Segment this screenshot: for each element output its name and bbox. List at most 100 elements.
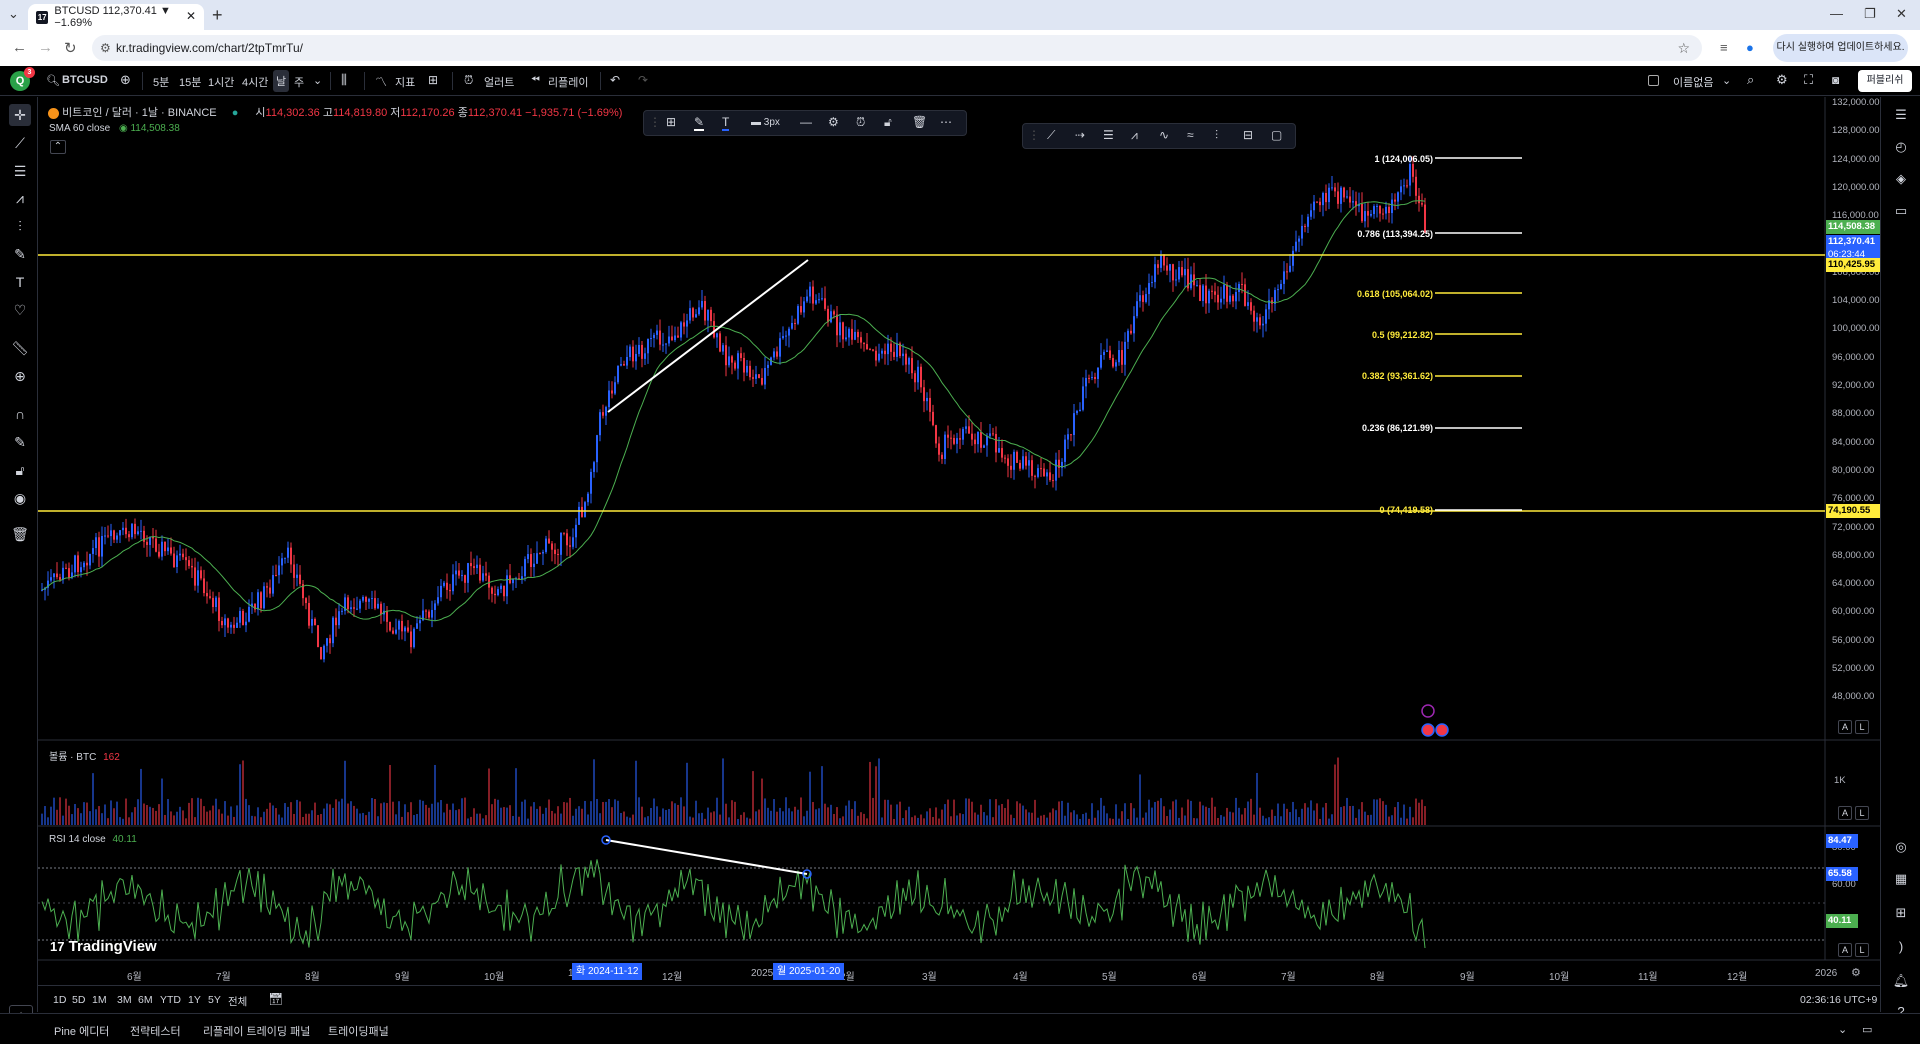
line-width-button[interactable]: ▬ 3px xyxy=(751,117,780,128)
interval-1d-active[interactable]: 날 xyxy=(273,70,290,92)
collapse-panel-icon[interactable]: ⌄ xyxy=(1838,1024,1848,1036)
publish-button[interactable]: 퍼블리쉬 xyxy=(1858,70,1912,92)
alert-icon[interactable]: ⏰︎ xyxy=(464,73,474,87)
drag-handle-icon[interactable]: ⋮ xyxy=(1028,128,1040,142)
redo-icon[interactable]: ↷ xyxy=(638,73,649,87)
rsi-legend[interactable]: RSI 14 close 40.11 xyxy=(49,834,137,845)
new-tab-button[interactable]: + xyxy=(212,5,223,25)
rsi-auto-scale-button[interactable]: A xyxy=(1838,943,1852,957)
stream-icon[interactable]: ) xyxy=(1898,939,1904,954)
hide-drawings-icon[interactable]: ◉ xyxy=(13,490,27,506)
interval-1h[interactable]: 1시간 xyxy=(208,77,235,89)
range-button[interactable]: 전체 xyxy=(228,996,248,1008)
settings-gear-icon[interactable]: ⚙ xyxy=(1776,72,1788,87)
media-icon[interactable]: ≡ xyxy=(1720,40,1728,55)
trend-line-tool-icon[interactable]: ⟋ xyxy=(1047,128,1056,142)
url-input[interactable]: ⚙ kr.tradingview.com/chart/2tpTmrTu/ ☆ xyxy=(92,35,1702,61)
alert-button[interactable]: 얼러트 xyxy=(484,77,515,89)
volume-log-scale-button[interactable]: L xyxy=(1855,806,1869,820)
trash-icon[interactable]: 🗑︎ xyxy=(912,115,928,129)
gann-tool-icon[interactable]: ⊟ xyxy=(1243,128,1254,142)
notifications-icon[interactable]: 🔔︎ xyxy=(1892,973,1910,988)
back-icon[interactable]: ← xyxy=(12,39,27,56)
lock-all-icon[interactable]: 🔓︎ xyxy=(15,462,25,478)
symbol-search-icon[interactable]: 🔍︎ xyxy=(46,75,60,87)
close-window-icon[interactable]: ✕ xyxy=(1896,6,1907,21)
range-button[interactable]: 5Y xyxy=(208,994,221,1006)
line-color-icon[interactable]: ✎ xyxy=(694,115,705,131)
range-button[interactable]: 1D xyxy=(53,994,67,1006)
time-axis-settings-icon[interactable]: ⚙ xyxy=(1851,967,1861,979)
quick-search-icon[interactable]: ⌕ xyxy=(1747,72,1755,87)
interval-4h[interactable]: 4시간 xyxy=(242,77,269,89)
fib-tool-icon[interactable]: ⫶ xyxy=(1215,128,1219,142)
pattern-tool-icon[interactable]: ⩘ xyxy=(1131,128,1138,142)
apps-icon[interactable]: ⊞ xyxy=(1895,905,1907,920)
watchlist-icon[interactable]: ☰ xyxy=(1895,107,1907,122)
browser-tab[interactable]: 17 BTCUSD 112,370.41 ▼ −1.69% ✕ xyxy=(28,4,204,30)
line-style-icon[interactable]: — xyxy=(800,115,812,129)
settings-icon[interactable]: ⚙ xyxy=(828,115,839,129)
drag-handle-icon[interactable]: ⋮ xyxy=(649,115,661,129)
snapshot-camera-icon[interactable]: ◙ xyxy=(1832,73,1840,87)
brush-tool-icon[interactable]: ✎ xyxy=(14,246,26,262)
rsi-divergence-line[interactable] xyxy=(605,839,808,875)
minimize-icon[interactable]: — xyxy=(1830,6,1843,21)
update-button[interactable]: 다시 실행하여 업데이트하세요. xyxy=(1773,34,1908,62)
indicators-icon[interactable]: 〽 xyxy=(375,75,388,89)
elliott-wave-icon[interactable]: ∿ xyxy=(1159,128,1170,142)
calendar-icon[interactable]: ▦ xyxy=(1894,871,1908,886)
range-button[interactable]: 1Y xyxy=(188,994,201,1006)
sma-eye-icon[interactable]: ◉ xyxy=(118,123,128,134)
layout-templates-icon[interactable]: ⊞ xyxy=(428,73,439,87)
maximize-panel-icon[interactable]: ▭ xyxy=(1862,1024,1873,1036)
collapse-legend-icon[interactable]: ⌃ xyxy=(50,140,66,154)
candle-type-icon[interactable]: ⫼ xyxy=(341,72,347,87)
interval-dropdown-icon[interactable]: ⌄ xyxy=(313,75,323,87)
interval-1w[interactable]: 주 xyxy=(294,77,305,89)
bookmark-star-icon[interactable]: ☆ xyxy=(1677,40,1690,56)
site-info-icon[interactable]: ⚙ xyxy=(100,41,111,55)
crosshair-tool-icon[interactable]: ✛ xyxy=(9,104,31,126)
reload-icon[interactable]: ↻ xyxy=(64,40,77,57)
interval-5m[interactable]: 5분 xyxy=(153,77,170,89)
indicators-button[interactable]: 지표 xyxy=(395,77,416,89)
auto-scale-button[interactable]: A xyxy=(1838,720,1852,734)
maximize-icon[interactable]: ❐ xyxy=(1864,6,1876,21)
range-button[interactable]: 1M xyxy=(92,994,107,1006)
interval-15m[interactable]: 15분 xyxy=(179,77,202,89)
alert-add-icon[interactable]: ⏰︎ xyxy=(856,115,866,129)
wave-tool-icon[interactable]: ≈ xyxy=(1187,128,1194,142)
ray-tool-icon[interactable]: ⇢ xyxy=(1075,128,1086,142)
compare-symbol-icon[interactable]: ⊕ xyxy=(120,72,131,87)
close-tab-icon[interactable]: ✕ xyxy=(185,9,196,23)
layout-checkbox[interactable] xyxy=(1648,74,1659,86)
magnet-icon[interactable]: ∩ xyxy=(14,406,26,422)
volume-legend[interactable]: 볼륨 · BTC 162 xyxy=(49,748,120,763)
layout-dropdown-icon[interactable]: ⌄ xyxy=(1722,75,1732,87)
object-tree-icon[interactable]: ◈ xyxy=(1896,171,1906,186)
log-scale-button[interactable]: L xyxy=(1855,720,1869,734)
range-button[interactable]: YTD xyxy=(160,994,181,1006)
ruler-icon[interactable]: 📏︎ xyxy=(11,340,29,356)
chat-icon[interactable]: ▭ xyxy=(1894,203,1908,218)
range-button[interactable]: 5D xyxy=(72,994,86,1006)
text-tool-icon[interactable]: T xyxy=(15,274,25,290)
layout-name[interactable]: 이름없음 xyxy=(1673,77,1714,89)
text-color-icon[interactable]: T xyxy=(722,115,730,131)
rsi-log-scale-button[interactable]: L xyxy=(1855,943,1869,957)
flag-marker-icon[interactable] xyxy=(1421,723,1435,737)
symbol-title[interactable]: 비트코인 / 달러 · 1날 · BINANCE xyxy=(62,107,217,119)
tab-strategy-tester[interactable]: 전략테스터 xyxy=(130,1026,181,1038)
tab-search-icon[interactable]: ⌄ xyxy=(8,6,19,21)
prediction-tool-icon[interactable]: ⫶ xyxy=(18,218,22,234)
profile-icon[interactable]: ● xyxy=(1746,40,1754,55)
icon-tool-icon[interactable]: ♡ xyxy=(13,302,27,318)
date-range-icon[interactable]: 📅︎ xyxy=(268,992,284,1006)
lock-drawing-icon[interactable]: ✎ xyxy=(14,434,26,450)
volume-auto-scale-button[interactable]: A xyxy=(1838,806,1852,820)
undo-icon[interactable]: ↶ xyxy=(610,73,621,87)
tab-pine-editor[interactable]: Pine 에디터 xyxy=(54,1026,110,1038)
symbol-search-button[interactable]: BTCUSD xyxy=(62,74,108,86)
